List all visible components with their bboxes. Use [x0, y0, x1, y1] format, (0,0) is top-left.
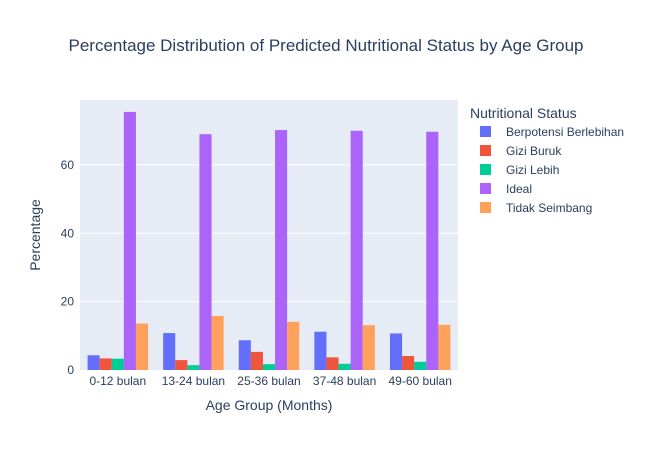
bar[interactable] — [199, 134, 212, 370]
legend-item[interactable]: Tidak Seimbang — [480, 201, 592, 215]
chart-title: Percentage Distribution of Predicted Nut… — [68, 36, 583, 55]
legend-item[interactable]: Gizi Buruk — [480, 144, 562, 158]
legend-swatch — [480, 145, 491, 156]
y-tick-label: 40 — [61, 226, 75, 240]
legend-label: Ideal — [506, 182, 532, 196]
bar-series — [87, 111, 451, 370]
x-tick-label: 0-12 bulan — [89, 374, 146, 388]
bar[interactable] — [438, 324, 451, 370]
bar[interactable] — [187, 365, 200, 370]
x-tick-label: 13-24 bulan — [162, 374, 225, 388]
x-tick-label: 49-60 bulan — [389, 374, 452, 388]
y-axis-label: Percentage — [27, 199, 43, 271]
x-tick-label: 25-36 bulan — [237, 374, 300, 388]
bar[interactable] — [389, 333, 403, 370]
bar[interactable] — [135, 323, 149, 370]
x-tick-label: 37-48 bulan — [313, 374, 376, 388]
x-tick-labels: 0-12 bulan 13-24 bulan 25-36 bulan 37-48 bu… — [89, 374, 451, 388]
bar[interactable] — [287, 321, 300, 370]
bar[interactable] — [402, 355, 415, 370]
legend: Nutritional Status Berpotensi Berlebihan… — [470, 105, 624, 215]
legend-label: Gizi Buruk — [506, 144, 562, 158]
y-tick-label: 0 — [67, 363, 74, 377]
bar[interactable] — [211, 316, 224, 370]
bar[interactable] — [175, 360, 188, 370]
bar[interactable] — [338, 363, 351, 370]
bar[interactable] — [326, 357, 339, 370]
bar[interactable] — [262, 364, 276, 370]
bar[interactable] — [350, 130, 363, 370]
bar[interactable] — [275, 130, 288, 370]
legend-swatch — [480, 183, 491, 194]
legend-swatch — [480, 202, 491, 213]
legend-items: Berpotensi Berlebihan Gizi Buruk Gizi Lebi… — [480, 125, 624, 215]
y-tick-labels: 0 20 40 60 — [61, 158, 75, 377]
bar[interactable] — [123, 111, 136, 370]
y-tick-label: 20 — [61, 295, 75, 309]
bar[interactable] — [111, 358, 124, 370]
bar[interactable] — [238, 340, 251, 370]
legend-item[interactable]: Berpotensi Berlebihan — [480, 125, 624, 139]
legend-swatch — [480, 126, 491, 137]
legend-label: Gizi Lebih — [506, 163, 559, 177]
bar[interactable] — [99, 358, 112, 370]
legend-title: Nutritional Status — [470, 105, 577, 121]
legend-swatch — [480, 164, 491, 175]
x-axis-label: Age Group (Months) — [206, 397, 333, 413]
y-gridlines — [80, 164, 458, 303]
bar[interactable] — [163, 333, 176, 370]
bar[interactable] — [362, 325, 375, 370]
bar[interactable] — [414, 361, 427, 370]
bar[interactable] — [250, 351, 263, 370]
legend-label: Tidak Seimbang — [506, 201, 592, 215]
legend-label: Berpotensi Berlebihan — [506, 125, 624, 139]
bar[interactable] — [87, 355, 100, 370]
y-tick-label: 60 — [61, 158, 75, 172]
legend-item[interactable]: Gizi Lebih — [480, 163, 559, 177]
legend-item[interactable]: Ideal — [480, 182, 532, 196]
bar[interactable] — [426, 131, 439, 370]
bar[interactable] — [314, 331, 327, 370]
